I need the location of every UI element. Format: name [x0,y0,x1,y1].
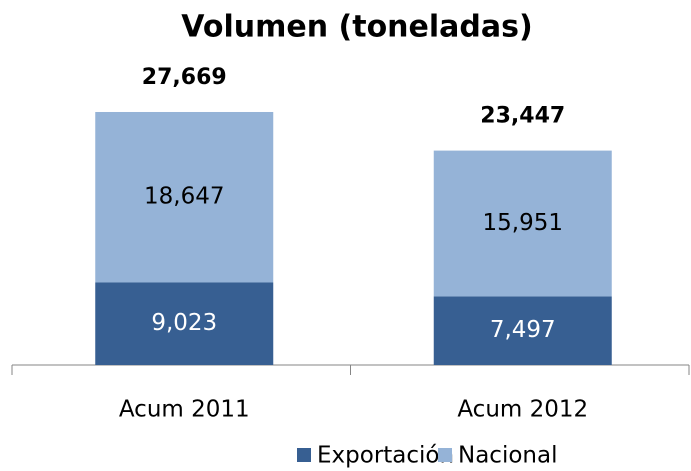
legend-label: Exportación [317,443,454,469]
x-tick-label: Acum 2011 [119,397,250,423]
legend-swatch [297,448,311,462]
data-label: 7,497 [490,317,556,343]
total-label: 23,447 [480,104,565,129]
chart-title: Volumen (toneladas) [181,10,532,45]
legend-label: Nacional [458,443,557,469]
bar-segment [95,111,274,283]
data-label: 9,023 [151,310,217,336]
x-tick-label: Acum 2012 [457,397,588,423]
bar-segment [95,282,274,365]
total-label: 27,669 [142,65,227,90]
data-label: 18,647 [144,184,224,210]
legend-swatch [438,448,452,462]
bar-segment [433,296,612,365]
data-label: 15,951 [483,210,563,236]
bar-segment [433,150,612,297]
